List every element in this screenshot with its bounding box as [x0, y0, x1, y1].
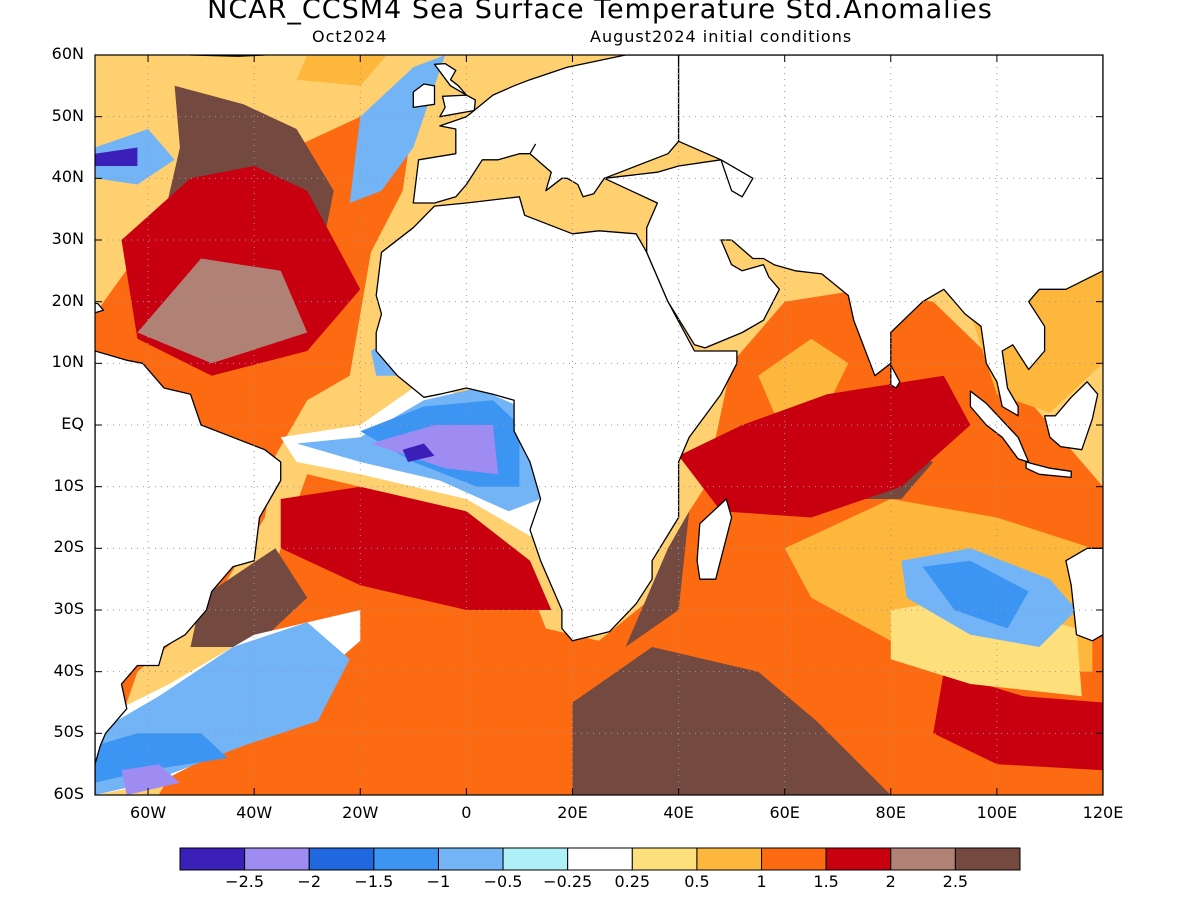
axis-ticks	[95, 54, 1104, 796]
anomaly-region	[296, 55, 387, 86]
land-asia	[603, 55, 1103, 417]
lat-label: 60S	[53, 784, 84, 803]
anomaly-region	[402, 443, 435, 462]
lon-label: 20W	[342, 803, 379, 822]
lon-label: 0	[461, 803, 472, 822]
anomaly-region	[572, 647, 891, 795]
colorbar-swatch	[308, 847, 375, 871]
land-madagascar	[696, 498, 733, 580]
anomaly-region	[625, 511, 690, 647]
colorbar-label: −0.25	[543, 872, 593, 891]
colorbar-label: 0.5	[684, 872, 710, 891]
colorbar-swatch	[761, 847, 827, 871]
colorbar-swatch	[502, 847, 569, 871]
anomaly-region	[758, 338, 849, 413]
colorbar-label: −2	[297, 872, 322, 891]
colorbar-swatch	[567, 847, 633, 871]
land-java	[1025, 461, 1072, 479]
anomaly-region	[190, 548, 308, 647]
colorbar-label: 0.25	[614, 872, 651, 891]
land-iceland	[339, 24, 397, 34]
lat-label: 50N	[51, 105, 84, 125]
lat-label: 40N	[51, 167, 84, 187]
colorbar-swatch	[244, 847, 310, 871]
map-title: NCAR_CCSM4 Sea Surface Temperature Std.A…	[207, 0, 993, 25]
lat-label: 10S	[53, 475, 84, 495]
land-borneo	[1043, 381, 1099, 451]
colorbar-swatch	[825, 847, 892, 871]
initial-conditions-label: August2024 initial conditions	[590, 27, 853, 46]
lat-lon-grid	[95, 55, 1103, 795]
land-ireland	[412, 83, 436, 109]
colorbar-label: −2.5	[225, 872, 265, 891]
anomaly-region	[280, 486, 552, 610]
lon-label: 40E	[663, 803, 694, 822]
colorbar-label: −0.5	[483, 872, 523, 891]
lat-label: 20S	[53, 537, 84, 557]
lat-label: EQ	[61, 414, 84, 433]
valid-month-label: Oct2024	[312, 27, 388, 46]
land-australia	[1065, 547, 1103, 795]
anomaly-region	[95, 147, 138, 166]
map-plot-area	[95, 24, 1103, 795]
colorbar-swatch	[696, 847, 763, 871]
colorbar-label: 2	[885, 872, 896, 891]
land-europe	[412, 55, 680, 204]
anomaly-region	[137, 258, 308, 364]
lon-label: 40W	[236, 803, 273, 822]
anomaly-region	[121, 764, 180, 795]
land-sumatra	[969, 390, 1030, 463]
land-southamerica	[95, 350, 282, 795]
colorbar-label: −1.5	[354, 872, 394, 891]
lat-label: 40S	[53, 660, 84, 680]
lon-label: 60E	[769, 803, 800, 822]
colorbar-swatch	[631, 847, 698, 871]
colorbar-swatch	[179, 847, 246, 871]
lon-label: 60W	[129, 803, 167, 822]
colorbar-label: 1	[756, 872, 767, 891]
colorbar-swatch	[373, 847, 439, 871]
land-hispaniola	[95, 302, 105, 314]
lat-label: 30S	[53, 599, 84, 618]
land-britain	[433, 62, 477, 118]
lat-label: 50S	[53, 722, 84, 742]
anomaly-region	[678, 375, 971, 518]
anomaly-region	[922, 560, 1029, 629]
colorbar-label: 2.5	[942, 872, 969, 891]
colorbar-swatch	[954, 847, 1021, 871]
lon-label: 20E	[557, 803, 588, 822]
anomaly-region	[370, 425, 499, 475]
lat-label: 60N	[51, 44, 84, 63]
colorbar-swatch	[437, 847, 504, 871]
colorbar-label: 1.5	[813, 872, 839, 891]
lon-label: 100E	[976, 803, 1018, 822]
colorbar-swatch	[890, 847, 956, 871]
lat-label: 20N	[51, 290, 84, 310]
colorbar-label: −1	[426, 872, 451, 891]
lat-label: 10N	[51, 352, 84, 372]
anomaly-region	[933, 671, 1103, 771]
lon-label: 120E	[1082, 803, 1124, 822]
land-srilanka	[890, 364, 901, 389]
lat-label: 30N	[51, 229, 84, 248]
lon-label: 80E	[875, 803, 907, 822]
colorbar	[179, 847, 1021, 871]
